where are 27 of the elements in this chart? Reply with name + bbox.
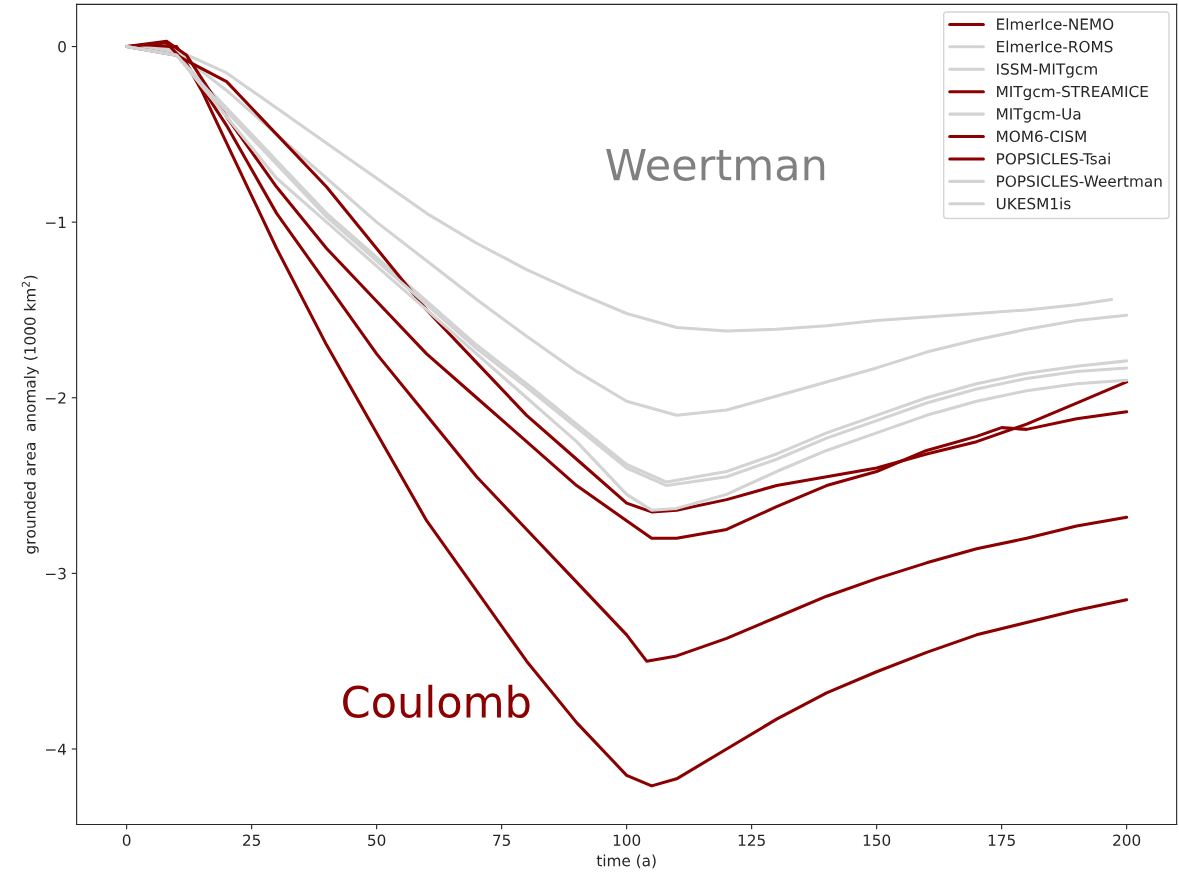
legend-label: POPSICLES-Weertman: [997, 175, 1162, 187]
annotation: Weertman: [606, 148, 825, 181]
y-tick-label: 0: [58, 41, 66, 53]
x-tick-label: 200: [1113, 834, 1141, 847]
legend-label: MITgcm-Ua: [997, 108, 1081, 123]
legend-label: MITgcm-STREAMICE: [997, 85, 1148, 101]
x-tick-label: 50: [368, 834, 386, 847]
y-tick-label: −3: [46, 567, 66, 580]
y-tick-label: −4: [46, 743, 67, 755]
x-tick-label: 150: [863, 834, 891, 847]
x-tick-label: 100: [613, 834, 641, 847]
legend-label: ElmerIce-NEMO: [997, 18, 1114, 30]
y-tick-label: −1: [46, 216, 66, 228]
legend-label: POPSICLES-Tsai: [997, 152, 1110, 165]
x-tick-label: 125: [738, 834, 765, 847]
x-tick-label: 25: [243, 834, 261, 847]
legend-label: ElmerIce-ROMS: [997, 40, 1113, 53]
legend-label: MOM6-CISM: [997, 130, 1086, 143]
legend-label: UKESM1is: [996, 197, 1071, 210]
x-axis-title: time (a): [596, 854, 656, 869]
y-axis-title: grounded area anomaly (1000 km$^{2}$): [21, 275, 39, 554]
annotation: Coulomb: [343, 684, 530, 719]
x-tick-label: 0: [122, 834, 131, 847]
x-tick-label: 175: [988, 834, 1015, 847]
y-tick-label: −2: [46, 392, 66, 404]
x-tick-label: 75: [493, 834, 511, 847]
legend-label: ISSM-MITgcm: [997, 63, 1097, 78]
